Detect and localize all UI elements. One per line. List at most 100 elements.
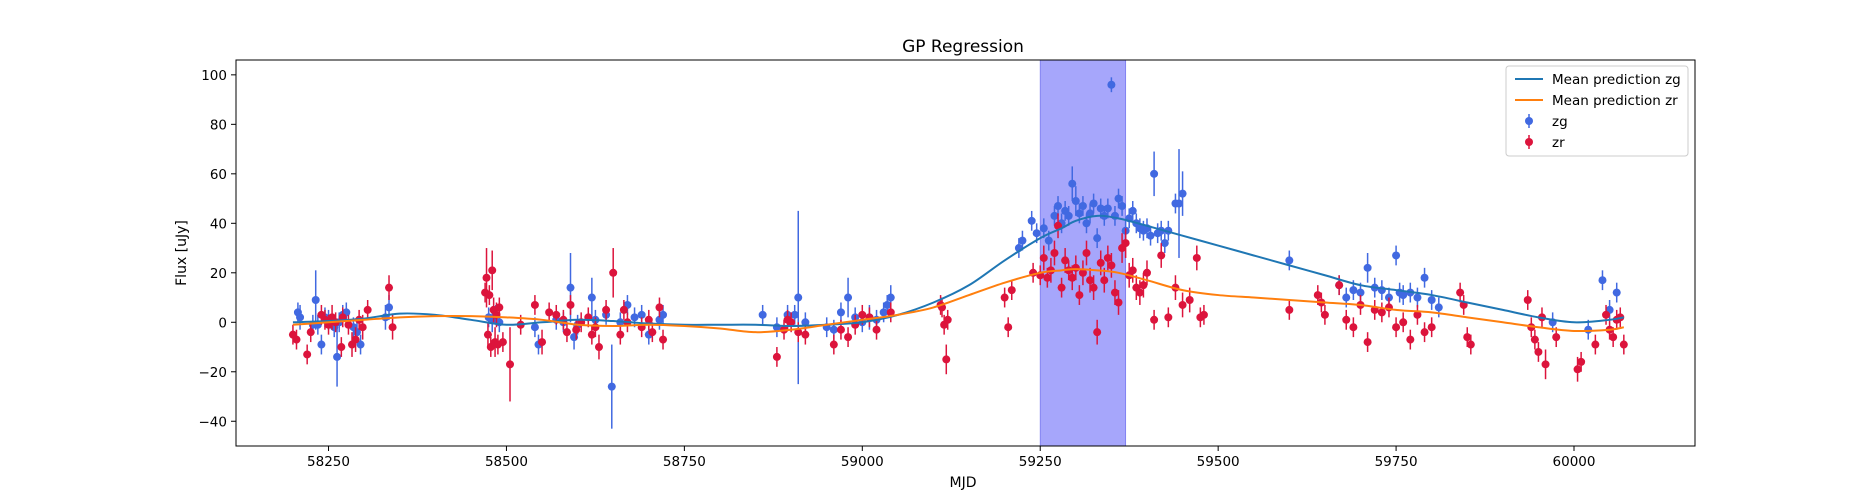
data-point-zr bbox=[616, 330, 625, 339]
data-point-zg bbox=[801, 318, 810, 327]
data-point-zr bbox=[1100, 276, 1109, 285]
x-tick-label: 58250 bbox=[307, 454, 350, 470]
data-point-zr bbox=[1103, 253, 1112, 262]
data-point-zg bbox=[1093, 234, 1102, 243]
data-point-zg bbox=[758, 310, 767, 319]
data-point-zg bbox=[1178, 189, 1187, 198]
data-point-zr bbox=[1000, 293, 1009, 302]
data-point-zr bbox=[644, 315, 653, 324]
data-point-zg bbox=[1027, 216, 1036, 225]
x-tick-label: 59250 bbox=[1019, 454, 1062, 470]
data-point-zg bbox=[836, 308, 845, 317]
data-point-zg bbox=[1039, 224, 1048, 233]
data-point-zg bbox=[607, 382, 616, 391]
data-point-zr bbox=[1285, 305, 1294, 314]
legend-marker-zg bbox=[1525, 117, 1533, 125]
data-point-zg bbox=[790, 310, 799, 319]
data-point-zr bbox=[1413, 310, 1422, 319]
data-point-zr bbox=[943, 315, 952, 324]
data-point-zg bbox=[385, 303, 394, 312]
y-tick-label: 20 bbox=[210, 266, 227, 282]
data-point-zr bbox=[1335, 281, 1344, 290]
data-point-zr bbox=[1082, 249, 1091, 257]
data-point-zr bbox=[872, 325, 881, 334]
x-tick-label: 60000 bbox=[1553, 454, 1596, 470]
data-point-zg bbox=[587, 293, 596, 302]
data-point-zr bbox=[566, 300, 575, 309]
data-point-zr bbox=[1139, 281, 1148, 290]
y-tick-label: 80 bbox=[210, 117, 227, 133]
data-point-zr bbox=[545, 308, 554, 317]
data-point-zr bbox=[483, 330, 492, 339]
data-point-zr bbox=[303, 350, 312, 359]
data-point-zr bbox=[1061, 256, 1070, 265]
series-Mean prediction zg bbox=[292, 214, 1625, 327]
data-point-zr bbox=[829, 340, 838, 349]
data-point-zg bbox=[1118, 201, 1127, 210]
data-point-zg bbox=[1018, 236, 1027, 245]
legend-label: Mean prediction zr bbox=[1552, 93, 1678, 109]
data-point-zr bbox=[1534, 347, 1543, 356]
data-point-zg bbox=[1114, 194, 1123, 203]
data-point-zr bbox=[1128, 266, 1137, 275]
data-point-zg bbox=[1349, 286, 1358, 295]
data-point-zr bbox=[942, 355, 951, 364]
data-point-zr bbox=[1392, 323, 1401, 332]
data-point-zr bbox=[1057, 283, 1066, 292]
data-point-zr bbox=[1619, 340, 1628, 349]
data-point-zg bbox=[1032, 229, 1041, 238]
data-point-zg bbox=[1054, 201, 1063, 210]
data-point-zg bbox=[883, 300, 892, 309]
data-point-zg bbox=[1356, 288, 1365, 297]
y-tick-label: −40 bbox=[199, 414, 228, 430]
data-point-zr bbox=[1150, 315, 1159, 324]
data-point-zg bbox=[1598, 276, 1607, 285]
data-point-zr bbox=[1399, 318, 1408, 327]
data-point-zr bbox=[587, 330, 596, 339]
data-point-zg bbox=[1285, 256, 1294, 265]
data-point-zr bbox=[337, 343, 346, 352]
data-point-zg bbox=[1175, 199, 1184, 208]
y-tick-label: 100 bbox=[201, 68, 227, 84]
data-point-zr bbox=[594, 343, 603, 352]
data-point-zr bbox=[1591, 340, 1600, 349]
data-point-zg bbox=[829, 325, 838, 334]
data-point-zg bbox=[1068, 179, 1077, 188]
data-point-zg bbox=[1342, 293, 1351, 302]
data-point-zg bbox=[1160, 239, 1169, 248]
data-point-zr bbox=[609, 268, 618, 277]
data-point-zg bbox=[1064, 211, 1073, 220]
legend-label: zg bbox=[1552, 114, 1568, 130]
chart-title: GP Regression bbox=[902, 37, 1024, 57]
data-point-zr bbox=[1420, 328, 1429, 337]
data-point-zg bbox=[1427, 296, 1436, 305]
data-point-zg bbox=[1107, 80, 1116, 89]
data-point-zr bbox=[363, 305, 372, 314]
data-point-zr bbox=[659, 335, 668, 344]
data-point-zr bbox=[1541, 360, 1550, 369]
data-point-zr bbox=[1004, 323, 1013, 332]
data-point-zr bbox=[801, 330, 810, 339]
data-point-zg bbox=[659, 310, 668, 319]
data-point-zr bbox=[858, 310, 867, 319]
data-point-zg bbox=[794, 293, 803, 302]
x-axis-label: MJD bbox=[950, 475, 977, 491]
data-point-zg bbox=[630, 313, 639, 322]
data-point-zr bbox=[388, 323, 397, 332]
data-point-zr bbox=[1110, 288, 1119, 297]
data-point-zr bbox=[886, 308, 895, 317]
data-point-zr bbox=[358, 323, 367, 332]
data-point-zg bbox=[1050, 211, 1059, 220]
data-point-zr bbox=[1463, 333, 1472, 342]
data-point-zr bbox=[1349, 323, 1358, 332]
data-point-zr bbox=[1107, 261, 1116, 270]
data-point-zr bbox=[787, 318, 796, 327]
data-point-zg bbox=[1420, 273, 1429, 282]
data-point-zg bbox=[566, 283, 575, 292]
data-point-zr bbox=[1313, 291, 1322, 300]
data-point-zr bbox=[1523, 296, 1532, 305]
data-point-zr bbox=[1007, 286, 1016, 295]
data-point-zr bbox=[495, 303, 504, 312]
series-zr-points bbox=[288, 213, 1628, 402]
data-point-zr bbox=[836, 325, 845, 334]
